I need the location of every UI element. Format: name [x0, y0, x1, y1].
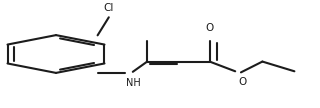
Text: O: O: [238, 77, 246, 87]
Text: O: O: [205, 23, 214, 33]
Text: Cl: Cl: [104, 3, 114, 13]
Text: NH: NH: [126, 78, 141, 88]
